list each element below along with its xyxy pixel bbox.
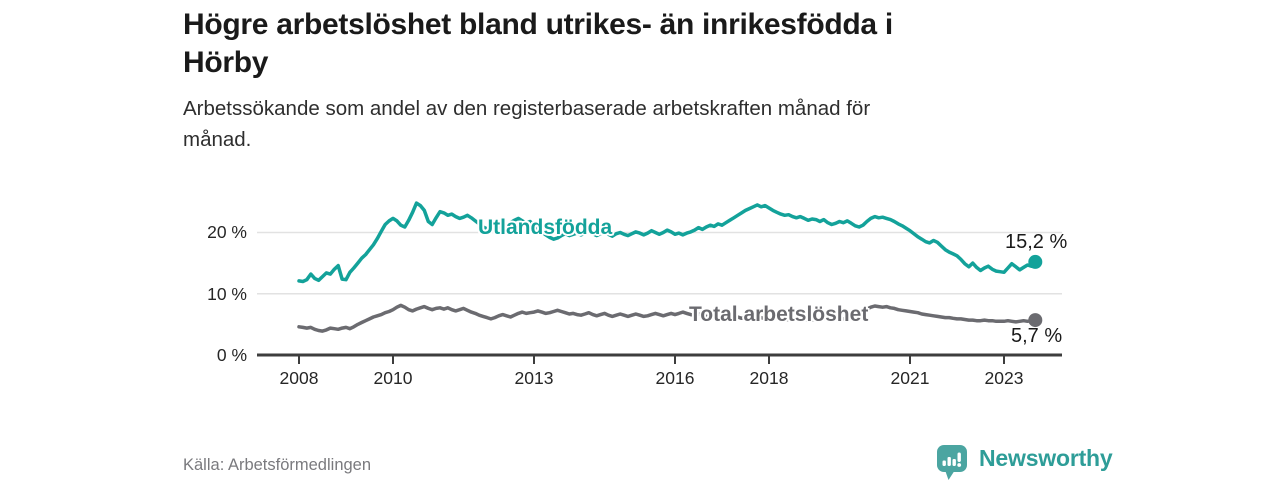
y-tick-label-10: 10 % bbox=[207, 284, 247, 304]
x-tick-label-2008: 2008 bbox=[279, 368, 319, 388]
page-title: Högre arbetslöshet bland utrikes- än inr… bbox=[183, 6, 1103, 82]
end-dot-series-0 bbox=[1028, 254, 1043, 269]
end-value-total: 5,7 % bbox=[1011, 325, 1063, 347]
source-note: Källa: Arbetsförmedlingen bbox=[183, 456, 372, 474]
subtitle-line-1: Arbetssökande som andel av den registerb… bbox=[183, 97, 871, 120]
x-tick-label-2018: 2018 bbox=[749, 368, 789, 388]
end-dot-series-1 bbox=[1028, 313, 1043, 328]
x-tick-label-2010: 2010 bbox=[373, 368, 413, 388]
series-label-total-arbetsloshet: Total arbetslöshet bbox=[689, 303, 869, 326]
line-series-0 bbox=[297, 201, 1038, 284]
brand-name: Newsworthy bbox=[979, 445, 1113, 471]
x-tick-label-2021: 2021 bbox=[890, 368, 930, 388]
x-tick-label-2013: 2013 bbox=[514, 368, 554, 388]
line-series-1 bbox=[297, 303, 1038, 333]
y-tick-label-20: 20 % bbox=[207, 222, 247, 242]
newsworthy-bar-chart-icon bbox=[937, 445, 967, 480]
x-tick-label-2016: 2016 bbox=[655, 368, 695, 388]
end-value-utlandsfodda: 15,2 % bbox=[1005, 231, 1068, 253]
x-tick-label-2023: 2023 bbox=[984, 368, 1024, 388]
title-line-1: Högre arbetslöshet bland utrikes- än inr… bbox=[183, 8, 893, 41]
chart-subtitle: Arbetssökande som andel av den registerb… bbox=[183, 93, 963, 155]
title-line-2: Hörby bbox=[183, 46, 269, 79]
subtitle-line-2: månad. bbox=[183, 128, 252, 151]
y-tick-label-0: 0 % bbox=[216, 345, 247, 365]
series-label-utlandsfodda: Utlandsfödda bbox=[478, 216, 613, 239]
newsworthy-logo: Newsworthy bbox=[934, 443, 1113, 480]
